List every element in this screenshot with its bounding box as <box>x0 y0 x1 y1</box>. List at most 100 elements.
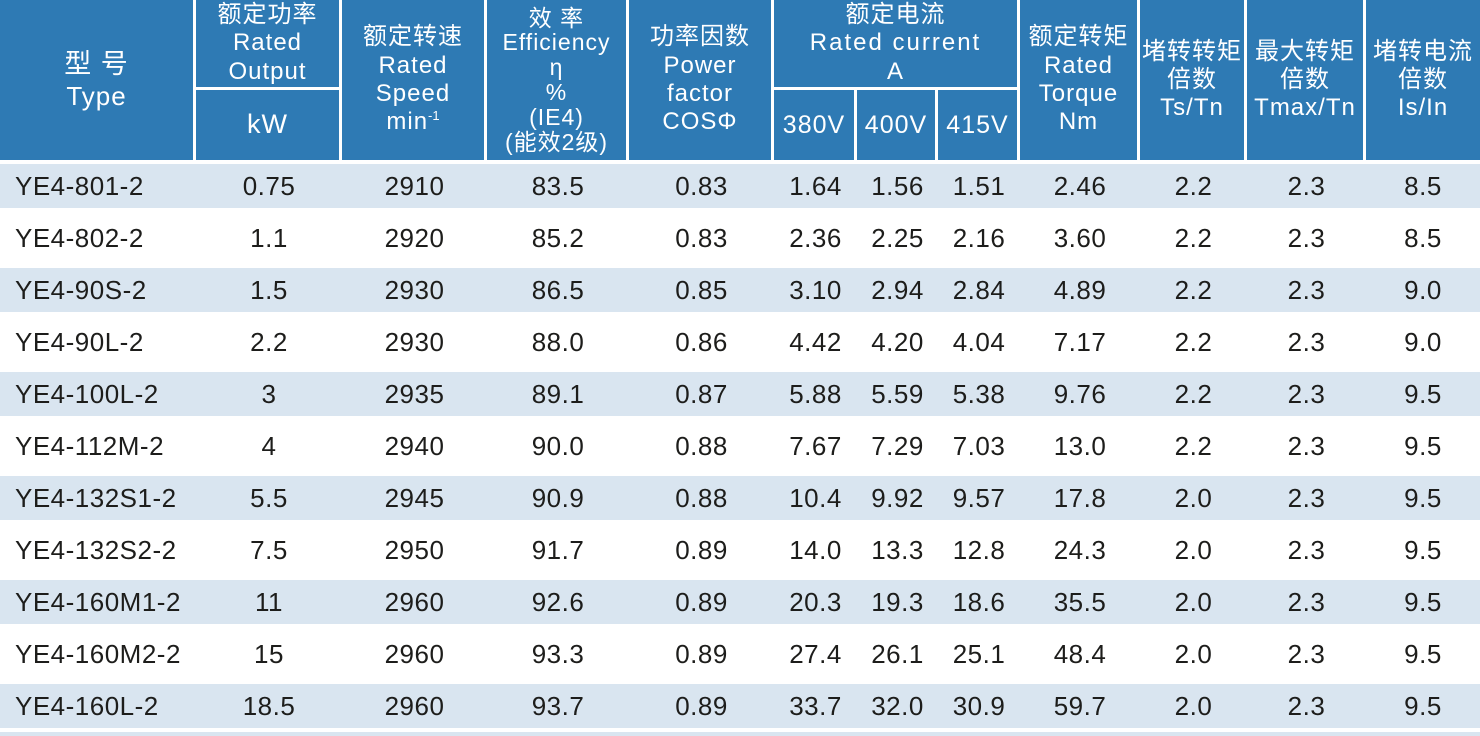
value-cell: 10.4 <box>789 482 842 513</box>
value-cell: 7.03 <box>952 430 1006 461</box>
value-cell: 0.89 <box>675 690 728 721</box>
value-cell: 3.10 <box>789 274 842 305</box>
value-cell: 3 <box>261 378 277 409</box>
value-cell: 2.2 <box>1174 274 1213 305</box>
value-cell: 8.5 <box>1404 170 1442 201</box>
header-rated-output-unit: kW <box>247 109 288 140</box>
value-cell: 2.25 <box>871 222 924 253</box>
header-rated-torque: 额定转矩 Rated Torque Nm <box>1020 0 1140 160</box>
value-cell: 2.36 <box>789 222 842 253</box>
table-row: YE4-112M-2 4 2940 90.0 0.88 7.67 7.29 7.03 13.0 2… <box>0 420 1480 472</box>
header-voltage-400: 400V <box>857 90 938 160</box>
value-cell: 2940 <box>384 430 445 461</box>
value-cell: 4.04 <box>952 326 1006 357</box>
value-cell: 2.0 <box>1174 534 1213 565</box>
value-cell: 91.7 <box>531 534 585 565</box>
table-bottom-strip <box>0 732 1480 736</box>
value-cell: 33.7 <box>789 690 842 721</box>
value-cell: 2.3 <box>1287 482 1326 513</box>
value-cell: 2.3 <box>1287 638 1326 669</box>
value-cell: 2920 <box>384 222 445 253</box>
value-cell: 4.20 <box>871 326 924 357</box>
value-cell: 17.8 <box>1053 482 1107 513</box>
table-body: YE4-801-2 0.75 2910 83.5 0.83 1.64 1.56 1.51 2.4… <box>0 160 1480 732</box>
value-cell: 14.0 <box>789 534 842 565</box>
header-voltage-415: 415V <box>946 110 1009 139</box>
header-rated-speed-unit: min-1 <box>386 108 440 136</box>
header-locked-rotor-current: 堵转电流 倍数 Is/In <box>1373 37 1473 122</box>
value-cell: 9.0 <box>1404 274 1442 305</box>
value-cell: 2950 <box>384 534 445 565</box>
header-max-torque: 最大转矩 倍数 Tmax/Tn <box>1247 0 1366 160</box>
value-cell: 1.56 <box>871 170 924 201</box>
table-row: YE4-90L-2 2.2 2930 88.0 0.86 4.42 4.20 4.04 7.17… <box>0 316 1480 368</box>
value-cell: 1.64 <box>789 170 842 201</box>
value-cell: 9.5 <box>1404 586 1442 617</box>
model-cell: YE4-132S2-2 <box>15 534 177 565</box>
model-cell: YE4-90L-2 <box>15 326 144 357</box>
header-rated-speed: 额定转速 Rated Speed min-1 <box>342 0 487 160</box>
value-cell: 7.5 <box>250 534 288 565</box>
value-cell: 18.5 <box>242 690 296 721</box>
model-cell: YE4-90S-2 <box>15 274 147 305</box>
value-cell: 88.0 <box>531 326 585 357</box>
table-row: YE4-160M2-2 15 2960 93.3 0.89 27.4 26.1 25.1 48.… <box>0 628 1480 680</box>
value-cell: 20.3 <box>789 586 842 617</box>
value-cell: 9.92 <box>871 482 924 513</box>
header-voltage-380: 380V <box>774 90 857 160</box>
value-cell: 0.75 <box>242 170 296 201</box>
value-cell: 24.3 <box>1053 534 1107 565</box>
header-rated-current: 额定电流 Rated current A 380V 400V 415V <box>774 0 1020 160</box>
value-cell: 9.5 <box>1404 430 1442 461</box>
eta-symbol: η <box>549 54 564 81</box>
value-cell: 0.86 <box>675 326 728 357</box>
value-cell: 2.3 <box>1287 170 1326 201</box>
value-cell: 25.1 <box>952 638 1006 669</box>
value-cell: 90.0 <box>531 430 585 461</box>
value-cell: 2.2 <box>1174 378 1213 409</box>
value-cell: 19.3 <box>871 586 924 617</box>
table-row: YE4-802-2 1.1 2920 85.2 0.83 2.36 2.25 2.16 3.60… <box>0 212 1480 264</box>
table-header: 型 号 Type 额定功率 Rated Output kW 额定转速 Rated… <box>0 0 1480 160</box>
table-row: YE4-160L-2 18.5 2960 93.7 0.89 33.7 32.0 30.9 59… <box>0 680 1480 732</box>
value-cell: 7.29 <box>871 430 924 461</box>
model-cell: YE4-160M1-2 <box>15 586 181 617</box>
model-cell: YE4-801-2 <box>15 170 144 201</box>
value-cell: 0.83 <box>675 222 728 253</box>
value-cell: 93.7 <box>531 690 585 721</box>
value-cell: 2960 <box>384 586 445 617</box>
value-cell: 2.0 <box>1174 586 1213 617</box>
value-cell: 9.0 <box>1404 326 1442 357</box>
percent-symbol: % <box>545 79 568 105</box>
value-cell: 7.17 <box>1053 326 1107 357</box>
value-cell: 2930 <box>384 326 445 357</box>
value-cell: 15 <box>254 638 284 669</box>
value-cell: 18.6 <box>952 586 1006 617</box>
value-cell: 32.0 <box>871 690 924 721</box>
value-cell: 5.38 <box>952 378 1006 409</box>
value-cell: 0.83 <box>675 170 728 201</box>
header-type-zh: 型 号 <box>64 48 129 79</box>
model-cell: YE4-112M-2 <box>15 430 165 461</box>
table-row: YE4-100L-2 3 2935 89.1 0.87 5.88 5.59 5.38 9.76 2… <box>0 368 1480 420</box>
table-row: YE4-160M1-2 11 2960 92.6 0.89 20.3 19.3 18.6 35.… <box>0 576 1480 628</box>
value-cell: 12.8 <box>952 534 1006 565</box>
value-cell: 1.1 <box>250 222 288 253</box>
value-cell: 2.16 <box>952 222 1006 253</box>
value-cell: 2945 <box>384 482 445 513</box>
value-cell: 8.5 <box>1404 222 1442 253</box>
value-cell: 11 <box>255 586 283 617</box>
value-cell: 27.4 <box>789 638 842 669</box>
value-cell: 2960 <box>384 690 445 721</box>
value-cell: 4 <box>261 430 277 461</box>
value-cell: 2.3 <box>1287 586 1326 617</box>
value-cell: 2.3 <box>1287 690 1326 721</box>
cos-phi-symbol: COSΦ <box>662 108 738 136</box>
value-cell: 83.5 <box>531 170 585 201</box>
value-cell: 7.67 <box>789 430 842 461</box>
value-cell: 2.3 <box>1287 430 1326 461</box>
header-power-factor: 功率因数 Power factor COSΦ <box>629 0 774 160</box>
value-cell: 0.88 <box>675 482 728 513</box>
value-cell: 3.60 <box>1053 222 1107 253</box>
header-rated-output-label: 额定功率 Rated Output <box>196 0 339 90</box>
